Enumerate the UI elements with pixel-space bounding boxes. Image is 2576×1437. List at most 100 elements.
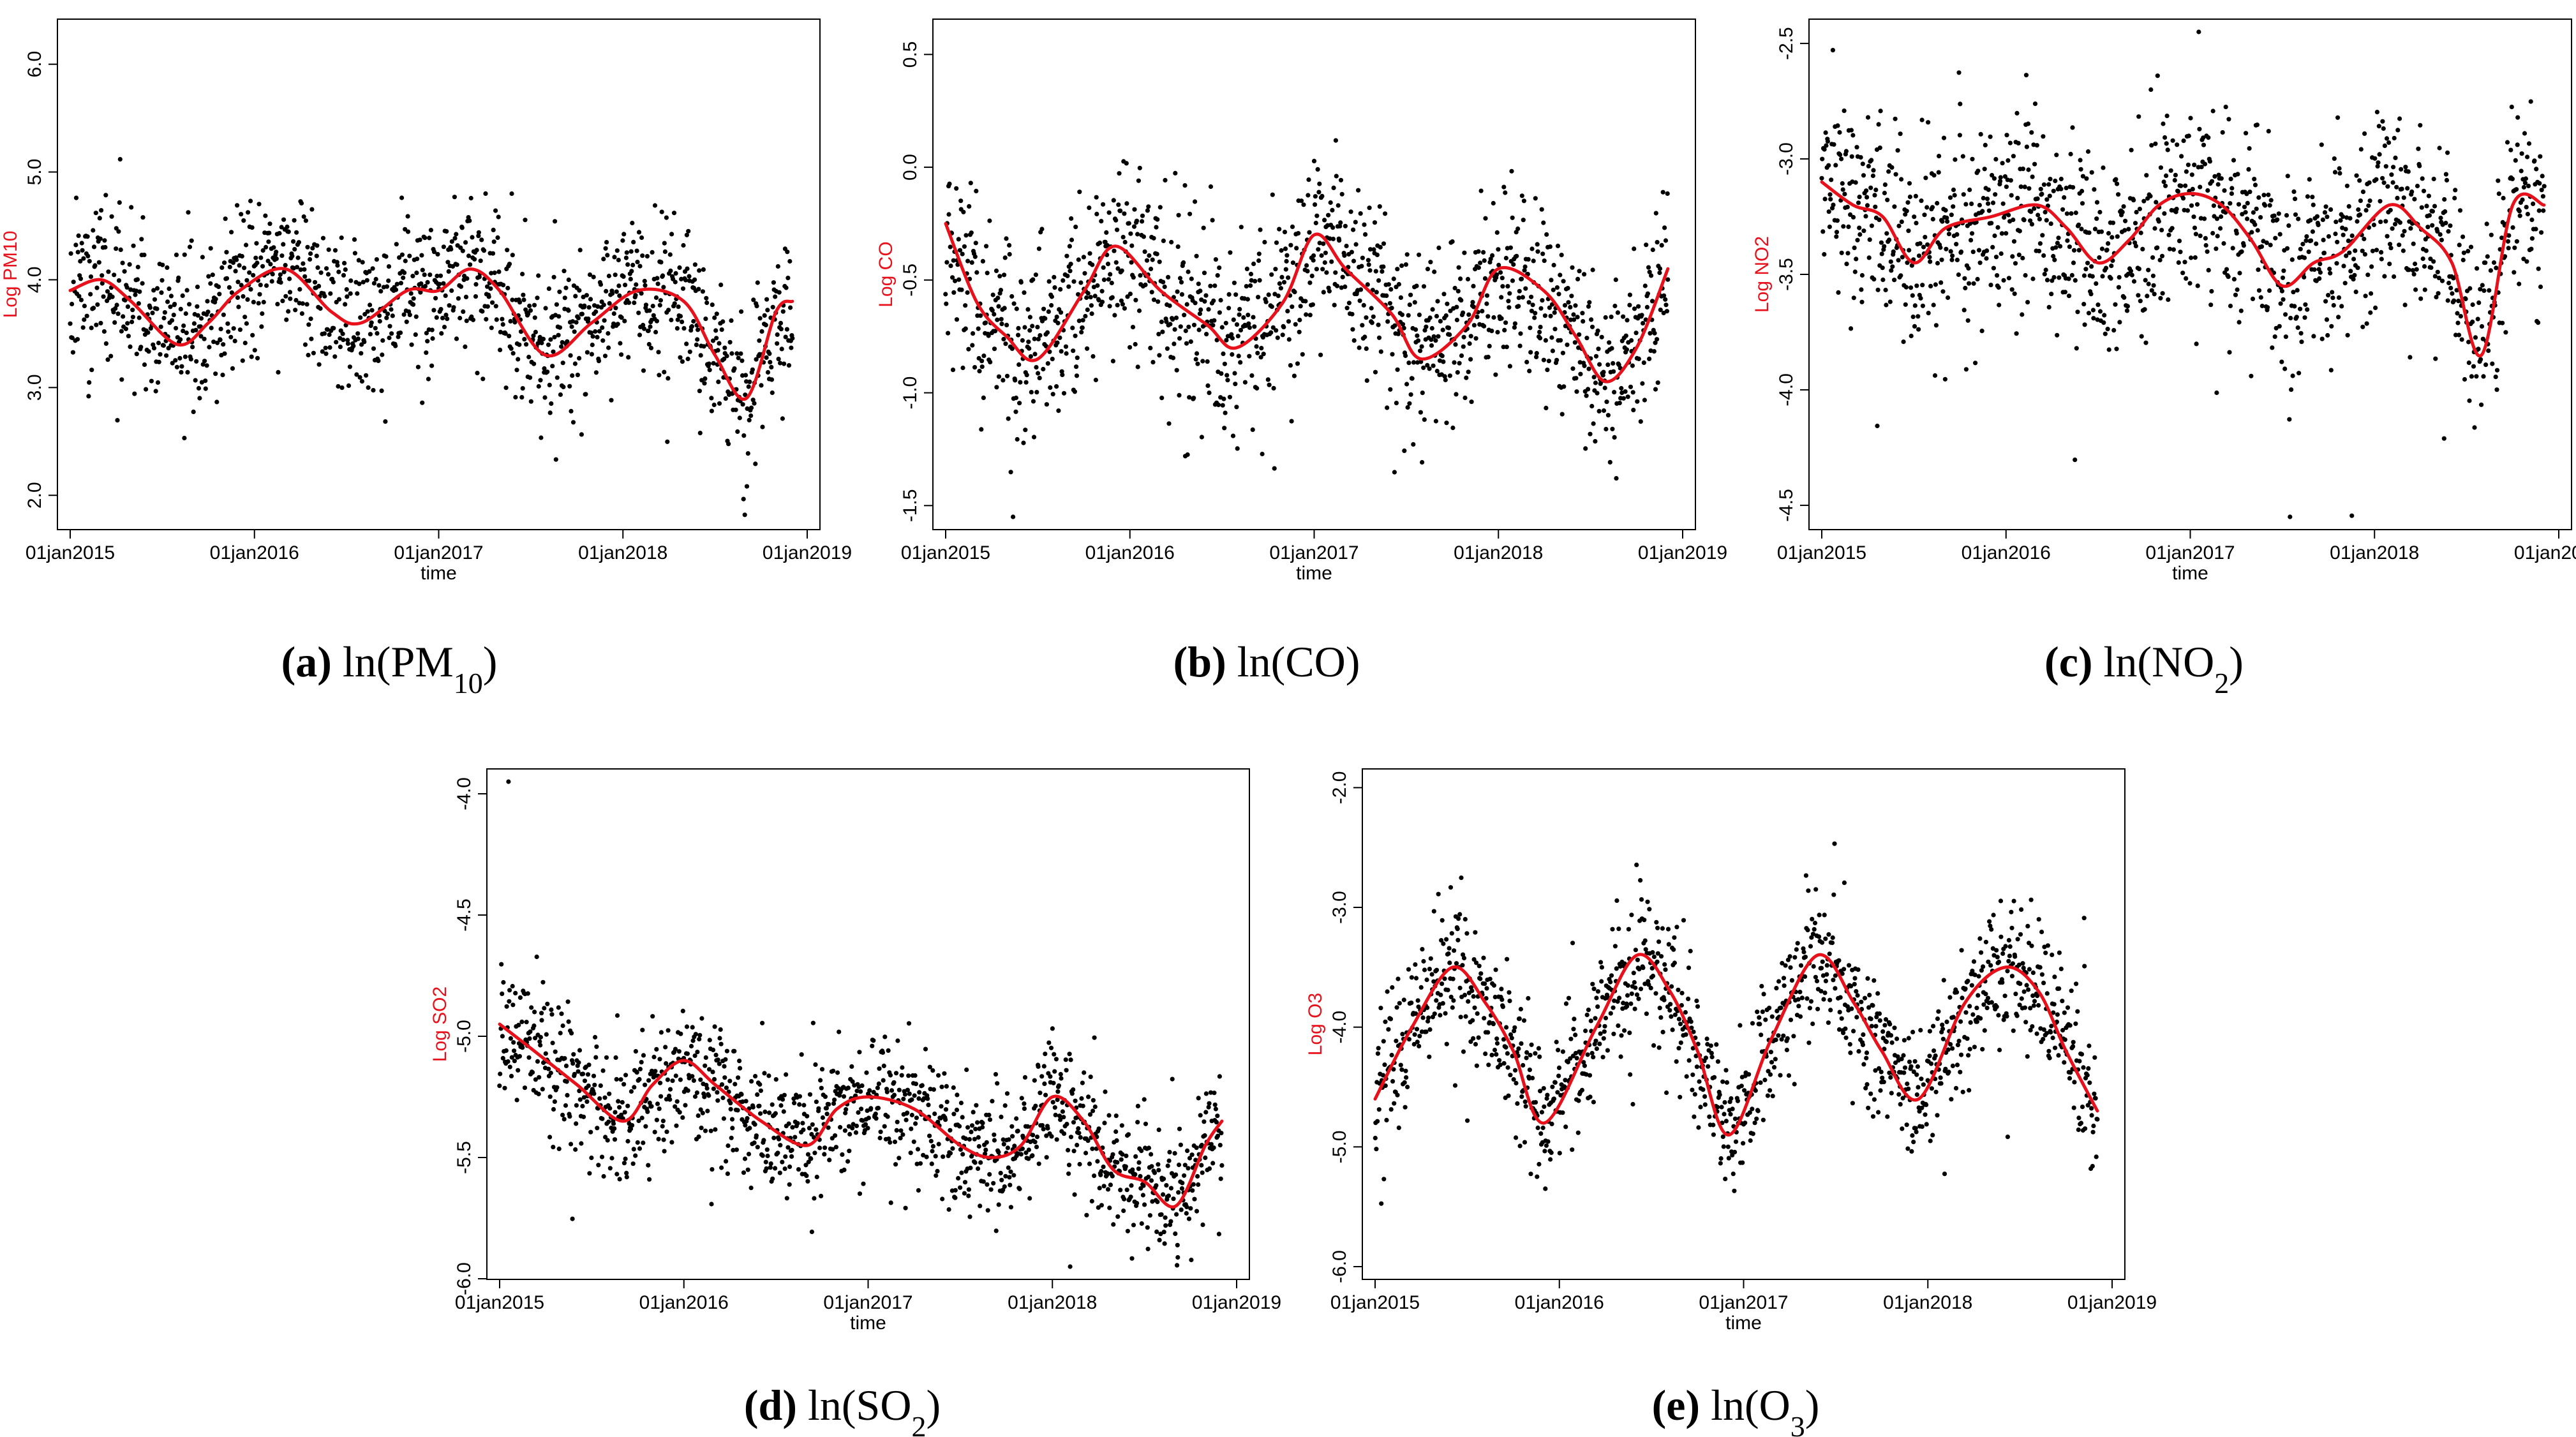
data-point [796,1167,801,1172]
data-point [738,351,743,356]
data-point [1930,205,1935,210]
data-point [2466,339,2471,345]
data-point [198,316,204,321]
data-point [742,1156,748,1161]
data-point [958,1147,963,1152]
data-point [1045,330,1050,335]
data-point [433,295,438,301]
data-point [2382,274,2387,279]
data-point [1822,197,1828,202]
data-point [2525,154,2530,160]
data-point [809,1229,814,1235]
data-point [957,248,963,253]
data-point [93,263,98,268]
data-point [2106,241,2111,246]
data-point [1899,177,1904,182]
y-tick-label: -1.5 [900,489,921,522]
data-point [2203,235,2208,241]
data-point [953,1188,958,1193]
data-point [2326,293,2331,298]
data-point [734,1147,739,1152]
data-point [710,1167,715,1172]
data-point [513,990,518,995]
data-point [924,1154,929,1159]
data-point [943,1107,949,1112]
data-point [1860,161,1865,167]
data-point [2044,278,2050,283]
data-point [2230,186,2235,191]
data-point [959,1170,964,1175]
data-point [1122,306,1127,311]
data-point [2254,206,2259,211]
data-point [302,342,308,347]
data-point [1529,294,1534,299]
data-point [81,256,86,261]
data-point [2289,387,2294,392]
data-point [966,1193,971,1198]
data-point [847,1131,852,1137]
data-point [857,1050,862,1055]
data-point [1118,208,1123,213]
data-point [2069,272,2074,278]
data-point [1014,1116,1019,1121]
data-point [1496,262,1501,267]
data-point [443,313,449,318]
data-point [1907,181,1912,186]
data-point [535,1059,540,1064]
data-point [1249,373,1254,378]
data-point [969,1129,974,1135]
data-point [1941,135,1947,140]
data-point [895,1038,900,1043]
data-point [780,416,785,421]
data-point [82,317,87,322]
data-point [1524,359,1530,365]
data-point [850,1079,855,1084]
data-point [1390,352,1395,357]
data-point [85,234,90,239]
data-point [407,312,412,317]
data-point [1026,1156,1031,1161]
data-point [1539,207,1544,212]
data-point [801,1128,806,1133]
data-point [2151,283,2156,288]
data-point [1444,421,1449,426]
data-point [2432,204,2438,209]
data-point [2489,232,2494,237]
data-point [930,1068,935,1073]
data-point [2528,99,2533,104]
data-point [293,308,298,313]
data-point [463,294,469,299]
data-point [1433,338,1438,343]
data-point [1517,343,1523,348]
data-point [678,1031,683,1036]
data-point [1527,368,1532,374]
data-point [1377,204,1382,209]
data-point [623,283,628,288]
data-point [2199,165,2204,170]
data-point [1135,232,1140,237]
data-point [778,1143,783,1148]
data-point [1319,253,1324,258]
data-point [512,320,517,325]
data-point [2346,204,2351,209]
data-point [1963,202,1969,207]
data-point [790,1125,795,1130]
data-point [893,1071,899,1076]
data-point [1191,396,1196,401]
data-point [334,299,339,305]
data-point [639,291,644,296]
data-point [764,355,769,361]
data-point [2073,278,2078,283]
data-point [625,1138,630,1144]
data-point [875,1105,881,1111]
data-point [1006,416,1011,421]
data-point [524,342,529,347]
data-point [77,294,82,299]
data-point [2244,131,2249,136]
data-point [2351,257,2356,262]
data-point [1993,255,1999,260]
data-point [576,315,581,320]
data-point [553,457,558,462]
data-point [221,342,226,347]
data-point [1471,323,1477,328]
